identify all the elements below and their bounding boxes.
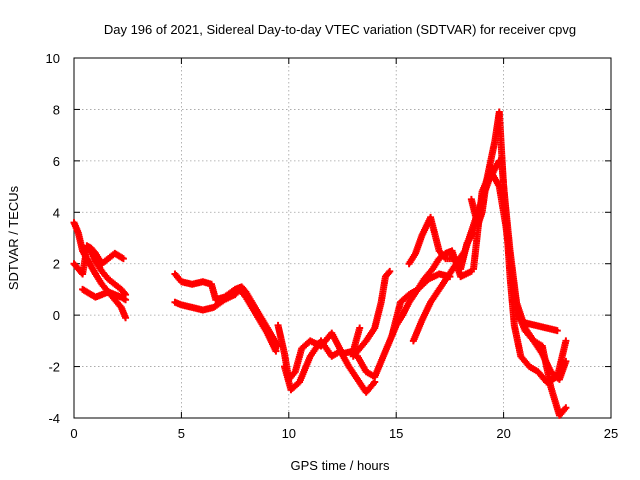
data-point-marker [272,347,280,355]
data-point-marker [122,314,130,322]
series-trace-q [512,311,561,335]
y-tick-label: 8 [53,102,60,117]
x-tick-label: 0 [70,426,77,441]
x-tick-label: 5 [178,426,185,441]
y-tick-label: 10 [46,51,60,66]
y-tick-label: -2 [48,360,60,375]
chart-title: Day 196 of 2021, Sidereal Day-to-day VTE… [104,22,576,37]
series-trace-c [79,285,130,304]
y-tick-label: 2 [53,257,60,272]
data-point-marker [119,255,127,263]
data-point-marker [122,296,130,304]
data-points [70,108,570,419]
series-trace-h [281,337,379,396]
y-tick-label: -4 [48,411,60,426]
grid [74,58,611,418]
data-point-marker [562,404,570,412]
series-trace-a [70,219,130,322]
x-tick-label: 20 [496,426,510,441]
plot-frame [73,57,612,419]
x-tick-label: 15 [389,426,403,441]
y-tick-label: 0 [53,308,60,323]
data-point-marker [562,337,570,345]
data-point-marker [553,327,561,335]
x-tick-label: 25 [604,426,618,441]
y-tick-label: 4 [53,205,60,220]
axis-ticks: 0 5 10 15 20 25 -4 -2 0 2 4 6 8 10 [46,51,619,441]
series-trace-f [171,270,282,350]
x-tick-label: 10 [282,426,296,441]
y-axis-label: SDTVAR / TECUs [6,185,21,290]
series-trace-d [83,242,127,268]
x-axis-label: GPS time / hours [291,458,390,473]
series-trace-i [349,267,394,360]
data-point-marker [386,267,394,275]
data-point-marker [385,269,393,277]
series-trace-p [497,154,570,386]
y-tick-label: 6 [53,154,60,169]
data-point-marker [356,324,364,332]
